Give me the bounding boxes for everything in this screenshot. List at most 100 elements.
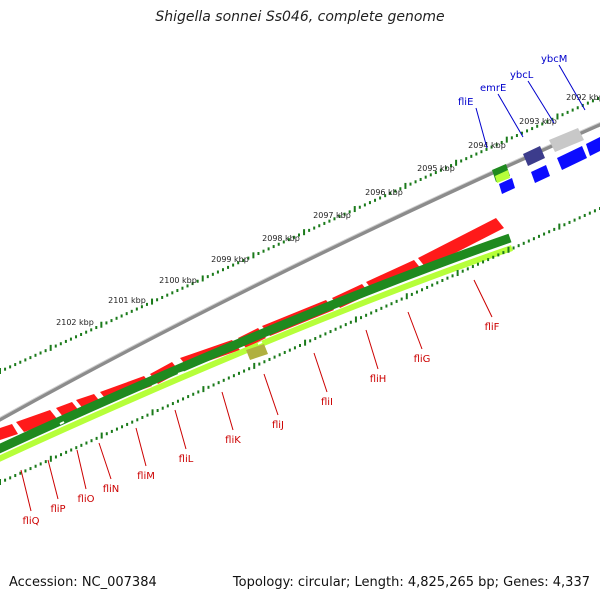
ruler-dot bbox=[593, 209, 596, 213]
ruler-dot bbox=[541, 122, 544, 126]
ruler-dot bbox=[207, 385, 210, 389]
ruler-dot bbox=[126, 422, 129, 426]
ruler-dot bbox=[553, 227, 556, 231]
ruler-dot bbox=[537, 234, 540, 238]
gene-label-fliL[interactable]: fliL bbox=[179, 454, 194, 465]
ruler-dot bbox=[191, 282, 194, 286]
ruler-dot bbox=[318, 224, 321, 228]
leader-line bbox=[473, 279, 493, 318]
ruler-dot bbox=[487, 258, 490, 262]
ruler-dot bbox=[363, 203, 366, 207]
ruler-dot bbox=[434, 171, 437, 175]
gene-label-fliJ[interactable]: fliJ bbox=[272, 420, 284, 431]
gene-label-fliH[interactable]: fliH bbox=[370, 374, 387, 385]
ruler-dot bbox=[24, 358, 27, 362]
ruler-dot bbox=[365, 313, 368, 317]
ruler-tick-label: 2093 kbp bbox=[519, 117, 557, 126]
ruler-dot bbox=[450, 164, 453, 168]
ruler-dot bbox=[4, 367, 7, 371]
ruler-dot bbox=[54, 455, 57, 459]
ruler-dot bbox=[344, 323, 347, 327]
leader-line bbox=[558, 64, 586, 111]
leader-line bbox=[263, 373, 279, 416]
ruler-dot bbox=[492, 255, 495, 259]
ruler-dot bbox=[471, 265, 474, 269]
ruler-major-tick bbox=[353, 206, 356, 213]
leader-line bbox=[174, 409, 187, 450]
ruler-tick-label: 2099 kbp bbox=[211, 255, 249, 264]
ruler-major-tick bbox=[151, 409, 154, 416]
gene-label-fliN[interactable]: fliN bbox=[103, 484, 120, 495]
ruler-dotted-line bbox=[0, 97, 599, 374]
ruler-dot bbox=[490, 145, 493, 149]
ruler-dot bbox=[309, 339, 312, 343]
gene-label-fliO[interactable]: fliO bbox=[78, 494, 95, 505]
ruler-dot bbox=[431, 283, 434, 287]
ruler-dot bbox=[248, 367, 251, 371]
ruler-dot bbox=[4, 478, 7, 482]
ruler-dot bbox=[145, 302, 148, 306]
ruler-dot bbox=[85, 330, 88, 334]
ruler-dot bbox=[578, 216, 581, 220]
ruler-dot bbox=[591, 99, 594, 103]
ruler-dot bbox=[441, 278, 444, 282]
ruler-dot bbox=[80, 332, 83, 336]
ruler-dot bbox=[221, 268, 224, 272]
gene-label-fliP[interactable]: fliP bbox=[50, 504, 65, 515]
ruler-dot bbox=[85, 441, 88, 445]
ruler-dot bbox=[44, 460, 47, 464]
gene-label-fliE[interactable]: fliE bbox=[458, 97, 473, 108]
ruler-dot bbox=[166, 404, 169, 408]
gene-label-fliF[interactable]: fliF bbox=[485, 322, 500, 333]
ruler-dot bbox=[293, 346, 296, 350]
ruler-dot bbox=[60, 453, 63, 457]
ruler-tick-label: 2097 kbp bbox=[313, 211, 351, 220]
ruler-dot bbox=[446, 276, 449, 280]
ruler-tick-labels: 2092 kbp 2093 kbp 2094 kbp 2095 kbp 2096 kbp… bbox=[56, 93, 600, 327]
ruler-dot bbox=[196, 279, 199, 283]
gene-label-ybcM[interactable]: ybcM bbox=[541, 54, 567, 65]
ruler-major-tick bbox=[556, 113, 559, 120]
ruler-major-tick bbox=[100, 321, 103, 328]
ruler-dot bbox=[324, 332, 327, 336]
ruler-dot bbox=[206, 275, 209, 279]
ruler-dot bbox=[561, 113, 564, 117]
gene-label-fliI[interactable]: fliI bbox=[321, 397, 333, 408]
ruler-dot bbox=[90, 439, 93, 443]
leader-line bbox=[20, 469, 32, 512]
ruler-dot bbox=[426, 285, 429, 289]
ruler-dot bbox=[267, 247, 270, 251]
ruler-dot bbox=[395, 299, 398, 303]
ruler-dot bbox=[115, 427, 118, 431]
ruler-dot bbox=[14, 363, 17, 367]
ruler-dot bbox=[573, 218, 576, 222]
ruler-dot bbox=[374, 198, 377, 202]
ruler-dot bbox=[14, 474, 17, 478]
ruler-dot bbox=[59, 342, 62, 346]
ruler-dot bbox=[536, 124, 539, 128]
ruler-dot bbox=[500, 140, 503, 144]
cds-grey bbox=[549, 128, 584, 152]
gene-label-fliK[interactable]: fliK bbox=[225, 435, 241, 446]
ruler-dot bbox=[563, 223, 566, 227]
gene-label-fliG[interactable]: fliG bbox=[414, 354, 431, 365]
ruler-dot bbox=[227, 376, 230, 380]
ruler-dot bbox=[278, 353, 281, 357]
ruler-dot bbox=[410, 292, 413, 296]
gene-label-fliM[interactable]: fliM bbox=[137, 471, 155, 482]
ruler-dot bbox=[105, 432, 108, 436]
ruler-dot bbox=[400, 297, 403, 301]
ruler-dot bbox=[80, 443, 83, 447]
ruler-major-tick bbox=[303, 229, 306, 236]
ruler-dot bbox=[502, 251, 505, 255]
ruler-dot bbox=[268, 357, 271, 361]
ruler-dot bbox=[444, 166, 447, 170]
cds-fliP bbox=[16, 410, 58, 432]
ruler-dot bbox=[414, 180, 417, 184]
gene-label-ybcL[interactable]: ybcL bbox=[510, 70, 534, 81]
ruler-dot bbox=[465, 157, 468, 161]
gene-label-emrE[interactable]: emrE bbox=[480, 83, 506, 94]
ruler-dot bbox=[424, 175, 427, 179]
ruler-dot bbox=[161, 406, 164, 410]
gene-label-fliQ[interactable]: fliQ bbox=[23, 516, 40, 527]
